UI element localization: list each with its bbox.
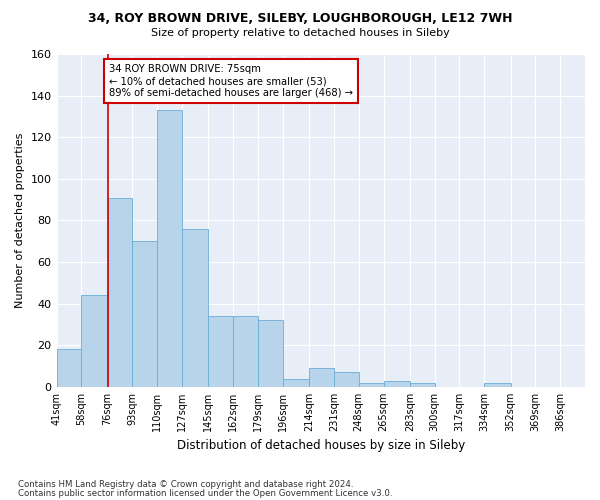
Text: Size of property relative to detached houses in Sileby: Size of property relative to detached ho… xyxy=(151,28,449,38)
Bar xyxy=(107,198,133,387)
Bar xyxy=(157,110,182,387)
Bar xyxy=(283,378,309,387)
Bar xyxy=(133,242,157,387)
Bar xyxy=(258,320,283,387)
Bar xyxy=(383,380,410,387)
Bar xyxy=(410,383,434,387)
Bar xyxy=(208,316,233,387)
X-axis label: Distribution of detached houses by size in Sileby: Distribution of detached houses by size … xyxy=(176,440,465,452)
Text: Contains public sector information licensed under the Open Government Licence v3: Contains public sector information licen… xyxy=(18,490,392,498)
Bar xyxy=(233,316,258,387)
Text: 34, ROY BROWN DRIVE, SILEBY, LOUGHBOROUGH, LE12 7WH: 34, ROY BROWN DRIVE, SILEBY, LOUGHBOROUG… xyxy=(88,12,512,26)
Bar xyxy=(359,383,383,387)
Text: 34 ROY BROWN DRIVE: 75sqm
← 10% of detached houses are smaller (53)
89% of semi-: 34 ROY BROWN DRIVE: 75sqm ← 10% of detac… xyxy=(109,64,353,98)
Bar xyxy=(484,383,511,387)
Bar xyxy=(82,296,107,387)
Y-axis label: Number of detached properties: Number of detached properties xyxy=(15,133,25,308)
Bar xyxy=(56,350,82,387)
Bar xyxy=(182,229,208,387)
Text: Contains HM Land Registry data © Crown copyright and database right 2024.: Contains HM Land Registry data © Crown c… xyxy=(18,480,353,489)
Bar xyxy=(309,368,334,387)
Bar xyxy=(334,372,359,387)
